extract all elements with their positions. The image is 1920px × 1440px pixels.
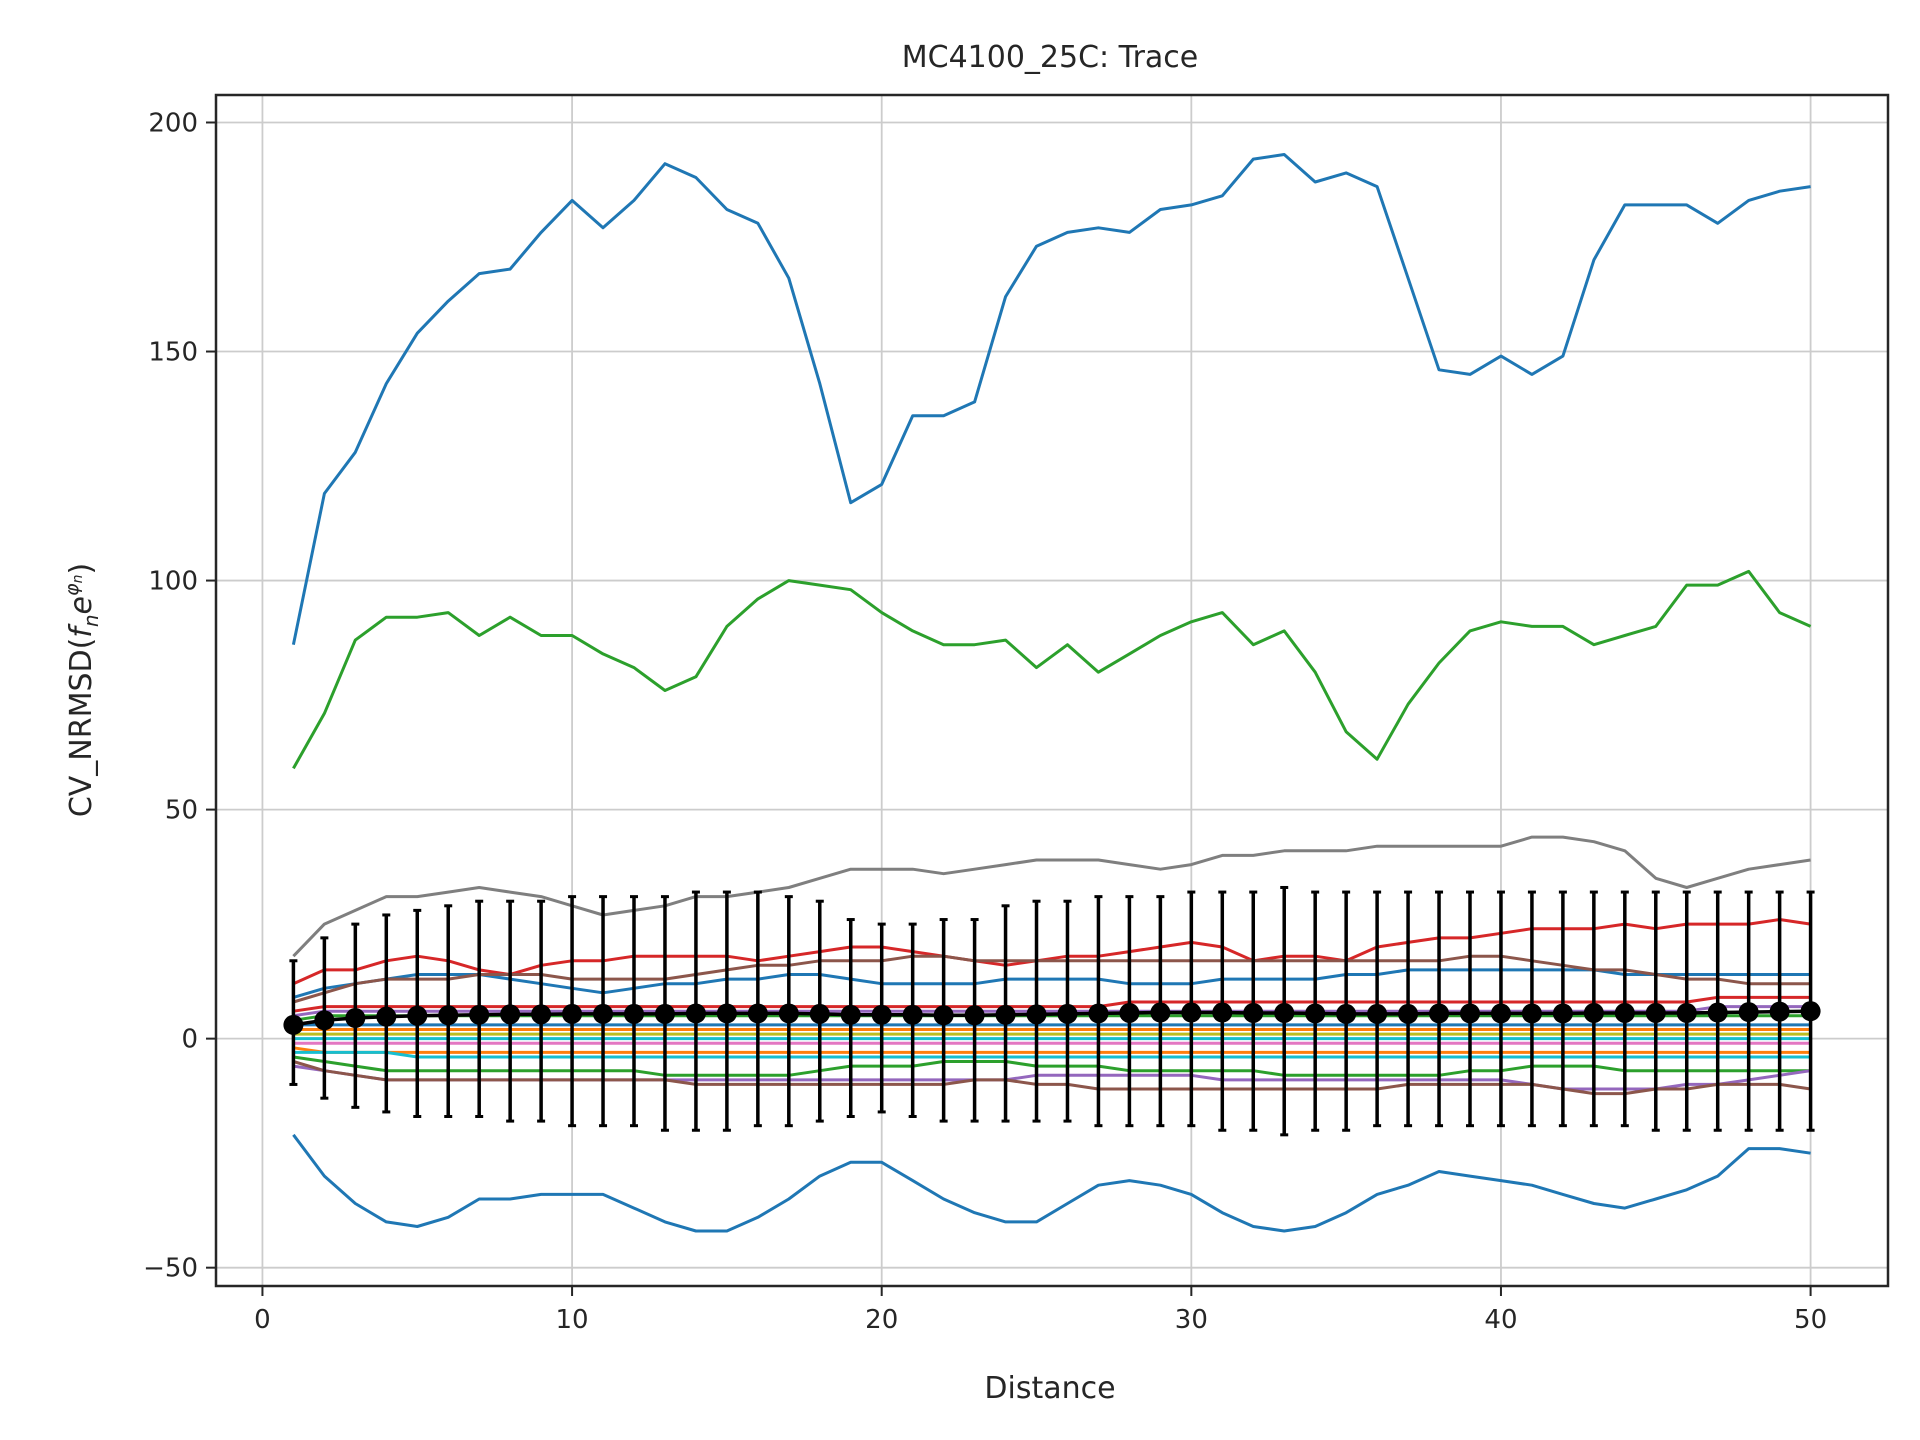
x-tick-label: 50 — [1794, 1305, 1827, 1335]
mean-point — [747, 1003, 768, 1024]
mean-point — [716, 1003, 737, 1024]
mean-point — [1150, 1002, 1171, 1023]
mean-point — [1738, 1002, 1759, 1023]
mean-point — [1026, 1004, 1047, 1025]
mean-point — [1119, 1002, 1140, 1023]
series-line-2 — [292, 569, 1812, 770]
chart-title: MC4100_25C: Trace — [902, 40, 1199, 75]
mean-point — [283, 1014, 304, 1035]
axis-ticks: 0 10 20 30 40 50 −50 0 50 100 150 200 — [143, 108, 1827, 1335]
mean-point — [1490, 1003, 1511, 1024]
mean-point — [624, 1003, 644, 1024]
mean-point — [1274, 1002, 1295, 1023]
mean-point — [964, 1005, 985, 1026]
series-lines — [291, 153, 1812, 1233]
mean-point — [1398, 1003, 1419, 1024]
mean-point — [500, 1004, 521, 1025]
mean-point — [654, 1003, 675, 1024]
mean-point — [933, 1005, 954, 1026]
mean-point — [1707, 1002, 1728, 1023]
mean-point — [1243, 1002, 1264, 1023]
y-axis-title-close: ) — [64, 563, 99, 575]
x-tick-label: 20 — [865, 1305, 898, 1335]
mean-point — [376, 1006, 397, 1027]
y-axis-title: CV_NRMSD(fneφn) — [61, 563, 103, 817]
mean-point — [345, 1008, 366, 1029]
mean-point — [1800, 1001, 1821, 1022]
mean-point — [407, 1005, 428, 1026]
series-line-6 — [292, 954, 1811, 1004]
y-axis-title-phi: φ — [61, 583, 83, 596]
series-line-15 — [293, 1046, 1811, 1054]
mean-point — [1088, 1003, 1109, 1024]
mean-point — [809, 1003, 830, 1024]
mean-point — [1429, 1003, 1450, 1024]
mean-point — [531, 1004, 552, 1025]
series-line-20 — [292, 1133, 1811, 1233]
y-axis-title-n: n — [79, 614, 103, 627]
mean-point — [1460, 1003, 1480, 1024]
x-tick-label: 0 — [254, 1305, 271, 1335]
mean-point — [593, 1003, 614, 1024]
y-tick-label: 50 — [165, 796, 198, 826]
mean-point — [438, 1005, 459, 1026]
mean-point — [469, 1004, 490, 1025]
mean-point — [1336, 1003, 1357, 1024]
mean-point — [1367, 1003, 1388, 1024]
mean-point — [840, 1004, 861, 1025]
mean-point — [871, 1004, 892, 1025]
y-tick-label: 100 — [148, 567, 198, 597]
mean-point — [1305, 1003, 1326, 1024]
mean-point — [1614, 1002, 1635, 1023]
mean-point — [562, 1003, 583, 1024]
mean-point — [1583, 1002, 1604, 1023]
plot-area-frame — [214, 93, 1890, 1288]
series-line-19 — [292, 1060, 1811, 1096]
mean-point — [1212, 1002, 1233, 1023]
mean-point — [778, 1003, 799, 1024]
series-line-1 — [291, 153, 1811, 646]
series-line-17 — [293, 1055, 1811, 1077]
mean-point — [685, 1003, 706, 1024]
mean-point — [314, 1010, 335, 1031]
y-tick-label: 0 — [181, 1025, 198, 1055]
x-axis-title: Distance — [984, 1371, 1115, 1406]
x-tick-label: 30 — [1175, 1305, 1208, 1335]
mean-point — [1057, 1003, 1078, 1024]
mean-point — [1676, 1002, 1697, 1023]
y-tick-label: 200 — [148, 108, 198, 138]
mean-point — [902, 1004, 923, 1025]
grid — [216, 95, 1888, 1286]
series-line-5 — [292, 968, 1811, 999]
mean-point — [1181, 1002, 1202, 1023]
x-tick-label: 40 — [1484, 1305, 1517, 1335]
mean-point — [995, 1004, 1016, 1025]
series-line-3 — [292, 835, 1811, 958]
y-axis-title-phi-n: n — [70, 575, 86, 584]
y-axis-title-e: e — [64, 596, 99, 614]
mean-point — [1769, 1001, 1790, 1022]
mean-point — [1552, 1003, 1573, 1024]
mean-point — [1645, 1002, 1666, 1023]
y-tick-label: 150 — [148, 338, 198, 368]
series-line-4 — [292, 918, 1811, 986]
mean-series — [283, 1001, 1821, 1035]
y-axis-title-main: CV_NRMSD( — [64, 638, 99, 818]
x-tick-label: 10 — [556, 1305, 589, 1335]
y-tick-label: −50 — [143, 1254, 198, 1284]
series-line-16 — [293, 1050, 1811, 1059]
mean-point — [1521, 1003, 1542, 1024]
